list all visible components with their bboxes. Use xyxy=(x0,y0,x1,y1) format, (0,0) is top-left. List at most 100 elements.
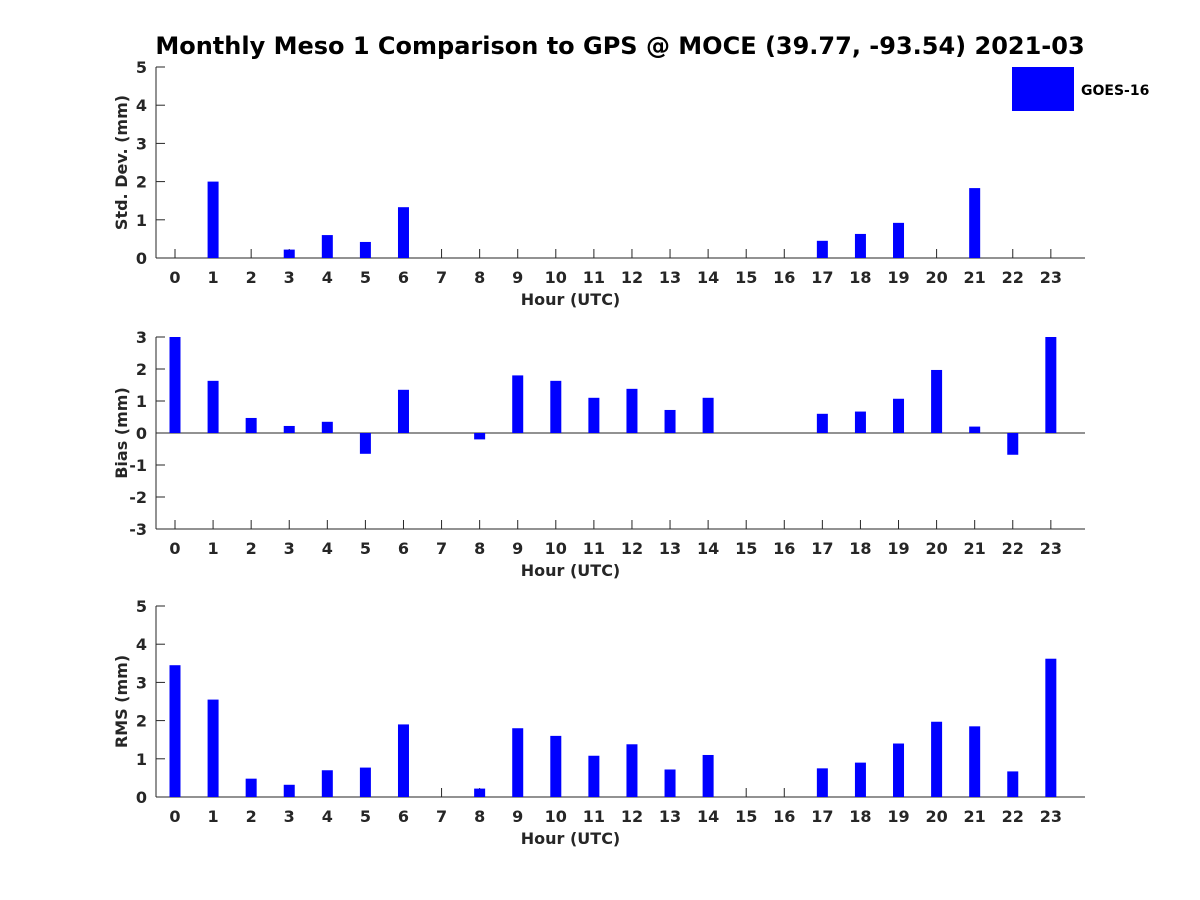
std-dev-y-tick-label: 5 xyxy=(136,58,147,77)
rms-y-tick-label: 1 xyxy=(136,750,147,769)
std-dev-x-tick-label: 4 xyxy=(322,268,333,287)
bias-x-tick-label: 4 xyxy=(322,539,333,558)
bias-bar-hour-3 xyxy=(283,425,295,433)
rms-x-tick-label: 21 xyxy=(964,807,986,826)
std-dev-y-tick-label: 3 xyxy=(136,134,147,153)
std-dev-bar-hour-4 xyxy=(321,235,333,258)
rms-x-tick-label: 8 xyxy=(474,807,485,826)
rms-bar-hour-6 xyxy=(397,724,409,797)
bias-y-tick-label: -3 xyxy=(129,520,147,539)
rms-bar-hour-0 xyxy=(169,665,181,797)
std-dev-x-tick-label: 8 xyxy=(474,268,485,287)
bias-y-tick-label: 1 xyxy=(136,392,147,411)
rms-x-tick-label: 14 xyxy=(697,807,719,826)
bias-bar-hour-21 xyxy=(969,426,981,433)
rms-bar-hour-21 xyxy=(969,726,981,797)
legend-swatch xyxy=(1012,67,1074,111)
rms-x-tick-label: 19 xyxy=(887,807,909,826)
bias-x-tick-label: 3 xyxy=(284,539,295,558)
bias-bar-hour-4 xyxy=(321,421,333,433)
bias-bar-hour-19 xyxy=(893,398,905,433)
std-dev-bar-hour-19 xyxy=(893,222,905,258)
legend-label: GOES-16 xyxy=(1081,83,1149,99)
bias-x-tick-label: 10 xyxy=(545,539,567,558)
rms-bar-hour-8 xyxy=(474,788,486,797)
std-dev-x-tick-label: 1 xyxy=(208,268,219,287)
std-dev-x-tick-label: 20 xyxy=(925,268,947,287)
bias-x-tick-label: 16 xyxy=(773,539,795,558)
rms-bar-hour-17 xyxy=(816,768,828,797)
std-dev-y-tick-label: 0 xyxy=(136,249,147,268)
std-dev-x-tick-label: 7 xyxy=(436,268,447,287)
bias-bar-hour-10 xyxy=(550,380,562,433)
bias-x-tick-label: 5 xyxy=(360,539,371,558)
bias-bar-hour-9 xyxy=(512,375,524,433)
rms-bar-hour-13 xyxy=(664,769,676,797)
bias-x-tick-label: 14 xyxy=(697,539,719,558)
std-dev-x-tick-label: 17 xyxy=(811,268,833,287)
rms-bar-hour-23 xyxy=(1045,658,1057,797)
std-dev-x-tick-label: 23 xyxy=(1040,268,1062,287)
std-dev-bar-hour-18 xyxy=(854,233,866,258)
rms-bar-hour-9 xyxy=(512,728,524,797)
rms-bar-hour-12 xyxy=(626,744,638,797)
rms-bar-hour-22 xyxy=(1007,771,1019,797)
bias-y-tick-label: 2 xyxy=(136,360,147,379)
rms-x-tick-label: 5 xyxy=(360,807,371,826)
bias-x-tick-label: 2 xyxy=(246,539,257,558)
bias-bar-hour-23 xyxy=(1045,337,1057,433)
std-dev-y-axis-label: Std. Dev. (mm) xyxy=(112,95,131,230)
rms-x-tick-label: 23 xyxy=(1040,807,1062,826)
rms-bar-hour-2 xyxy=(245,778,257,797)
std-dev-bar-hour-1 xyxy=(207,181,219,258)
rms-x-tick-label: 11 xyxy=(583,807,605,826)
std-dev-x-tick-label: 0 xyxy=(169,268,180,287)
bias-x-tick-label: 0 xyxy=(169,539,180,558)
rms-y-tick-label: 4 xyxy=(136,635,147,654)
std-dev-y-tick-label: 4 xyxy=(136,96,147,115)
rms-bar-hour-20 xyxy=(931,721,943,797)
std-dev-bar-hour-3 xyxy=(283,249,295,258)
bias-x-tick-label: 21 xyxy=(964,539,986,558)
bias-x-tick-label: 18 xyxy=(849,539,871,558)
rms-bar-hour-1 xyxy=(207,699,219,797)
rms-x-tick-label: 22 xyxy=(1002,807,1024,826)
rms-x-tick-label: 6 xyxy=(398,807,409,826)
rms-x-tick-label: 15 xyxy=(735,807,757,826)
bias-y-tick-label: 0 xyxy=(136,424,147,443)
std-dev-x-tick-label: 12 xyxy=(621,268,643,287)
std-dev-bar-hour-21 xyxy=(969,188,981,258)
std-dev-x-tick-label: 9 xyxy=(512,268,523,287)
bias-bar-hour-18 xyxy=(854,411,866,433)
bias-x-tick-label: 7 xyxy=(436,539,447,558)
rms-y-tick-label: 5 xyxy=(136,597,147,616)
bias-x-tick-label: 22 xyxy=(1002,539,1024,558)
bias-x-tick-label: 23 xyxy=(1040,539,1062,558)
bias-bar-hour-5 xyxy=(359,433,371,454)
bias-bar-hour-2 xyxy=(245,417,257,433)
std-dev-y-tick-label: 1 xyxy=(136,211,147,230)
bias-x-tick-label: 8 xyxy=(474,539,485,558)
std-dev-x-tick-label: 13 xyxy=(659,268,681,287)
bias-bar-hour-8 xyxy=(474,433,486,440)
rms-x-tick-label: 13 xyxy=(659,807,681,826)
rms-x-tick-label: 12 xyxy=(621,807,643,826)
std-dev-bar-hour-6 xyxy=(397,207,409,258)
std-dev-x-tick-label: 3 xyxy=(284,268,295,287)
rms-x-tick-label: 18 xyxy=(849,807,871,826)
bias-y-tick-label: 3 xyxy=(136,328,147,347)
bias-bar-hour-17 xyxy=(816,413,828,433)
rms-x-tick-label: 3 xyxy=(284,807,295,826)
std-dev-x-tick-label: 14 xyxy=(697,268,719,287)
bias-x-tick-label: 12 xyxy=(621,539,643,558)
std-dev-bar-hour-5 xyxy=(359,241,371,258)
bias-bar-hour-1 xyxy=(207,380,219,433)
rms-x-tick-label: 9 xyxy=(512,807,523,826)
bias-y-axis-label: Bias (mm) xyxy=(112,387,131,479)
rms-x-tick-label: 4 xyxy=(322,807,333,826)
std-dev-x-tick-label: 11 xyxy=(583,268,605,287)
rms-x-tick-label: 2 xyxy=(246,807,257,826)
